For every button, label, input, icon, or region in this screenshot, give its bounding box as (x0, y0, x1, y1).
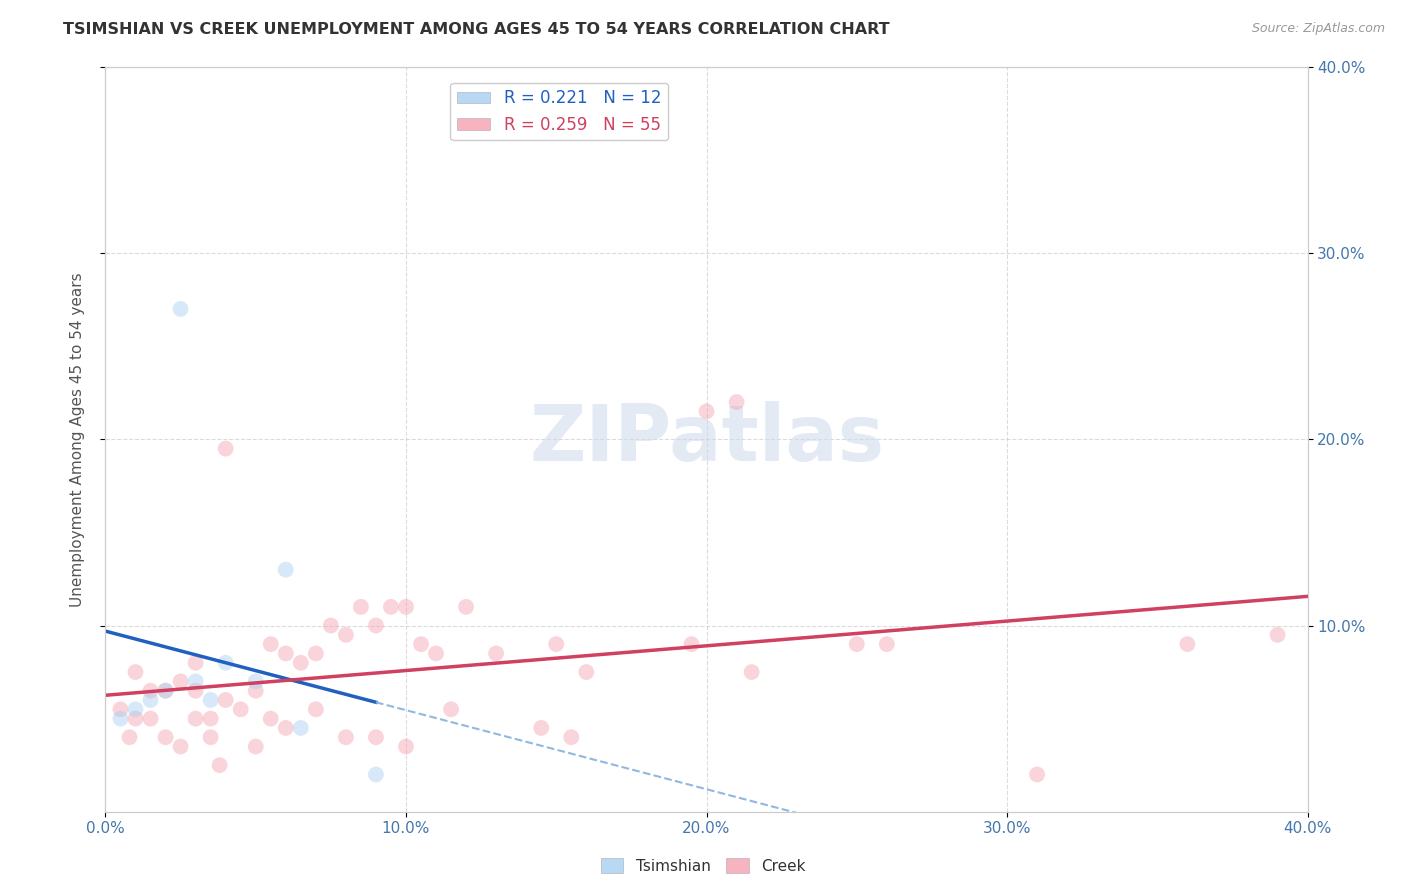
Point (169, 301, 191, 316)
Point (169, 674, 191, 689)
Point (139, 683, 162, 698)
Point (208, 758, 231, 772)
Point (274, 647, 297, 661)
Point (350, 599, 373, 614)
Text: ZIPatlas: ZIPatlas (529, 401, 884, 477)
Point (110, 712, 132, 726)
Point (200, 712, 222, 726)
Point (335, 628, 357, 642)
Point (335, 730, 357, 744)
Point (530, 721, 553, 735)
Point (305, 647, 328, 661)
Point (290, 656, 312, 670)
Point (110, 702, 132, 716)
Point (546, 637, 568, 651)
Point (118, 730, 141, 744)
Point (290, 721, 312, 735)
Point (1175, 637, 1198, 651)
Point (560, 730, 582, 744)
Point (364, 618, 387, 632)
Point (184, 712, 207, 726)
Point (741, 665, 763, 679)
Point (184, 656, 207, 670)
Point (395, 599, 418, 614)
Point (575, 665, 598, 679)
Point (124, 712, 146, 726)
Point (124, 702, 146, 716)
Point (1267, 628, 1289, 642)
Point (184, 683, 207, 698)
Y-axis label: Unemployment Among Ages 45 to 54 years: Unemployment Among Ages 45 to 54 years (70, 272, 84, 607)
Point (200, 693, 222, 707)
Point (214, 656, 236, 670)
Point (1026, 767, 1049, 781)
Point (245, 739, 267, 754)
Point (364, 767, 387, 781)
Point (845, 637, 868, 651)
Legend: R = 0.221   N = 12, R = 0.259   N = 55: R = 0.221 N = 12, R = 0.259 N = 55 (450, 83, 668, 140)
Point (305, 702, 328, 716)
Point (124, 665, 146, 679)
Point (260, 712, 283, 726)
Legend: Tsimshian, Creek: Tsimshian, Creek (595, 852, 811, 880)
Point (214, 442, 236, 456)
Point (485, 647, 508, 661)
Point (139, 712, 162, 726)
Point (169, 739, 191, 754)
Point (245, 683, 267, 698)
Point (229, 702, 252, 716)
Point (395, 739, 418, 754)
Point (260, 637, 283, 651)
Point (214, 693, 236, 707)
Point (274, 563, 297, 577)
Point (155, 730, 177, 744)
Point (139, 693, 162, 707)
Text: Source: ZipAtlas.com: Source: ZipAtlas.com (1251, 22, 1385, 36)
Point (440, 702, 463, 716)
Point (184, 674, 207, 689)
Point (319, 618, 342, 632)
Point (409, 637, 432, 651)
Point (454, 599, 477, 614)
Point (681, 637, 703, 651)
Point (155, 683, 177, 698)
Point (425, 647, 447, 661)
Point (155, 683, 177, 698)
Point (274, 721, 297, 735)
Point (696, 404, 718, 418)
Point (245, 674, 267, 689)
Point (876, 637, 898, 651)
Point (364, 730, 387, 744)
Point (200, 730, 222, 744)
Point (725, 395, 748, 409)
Point (380, 599, 402, 614)
Text: TSIMSHIAN VS CREEK UNEMPLOYMENT AMONG AGES 45 TO 54 YEARS CORRELATION CHART: TSIMSHIAN VS CREEK UNEMPLOYMENT AMONG AG… (63, 22, 890, 37)
